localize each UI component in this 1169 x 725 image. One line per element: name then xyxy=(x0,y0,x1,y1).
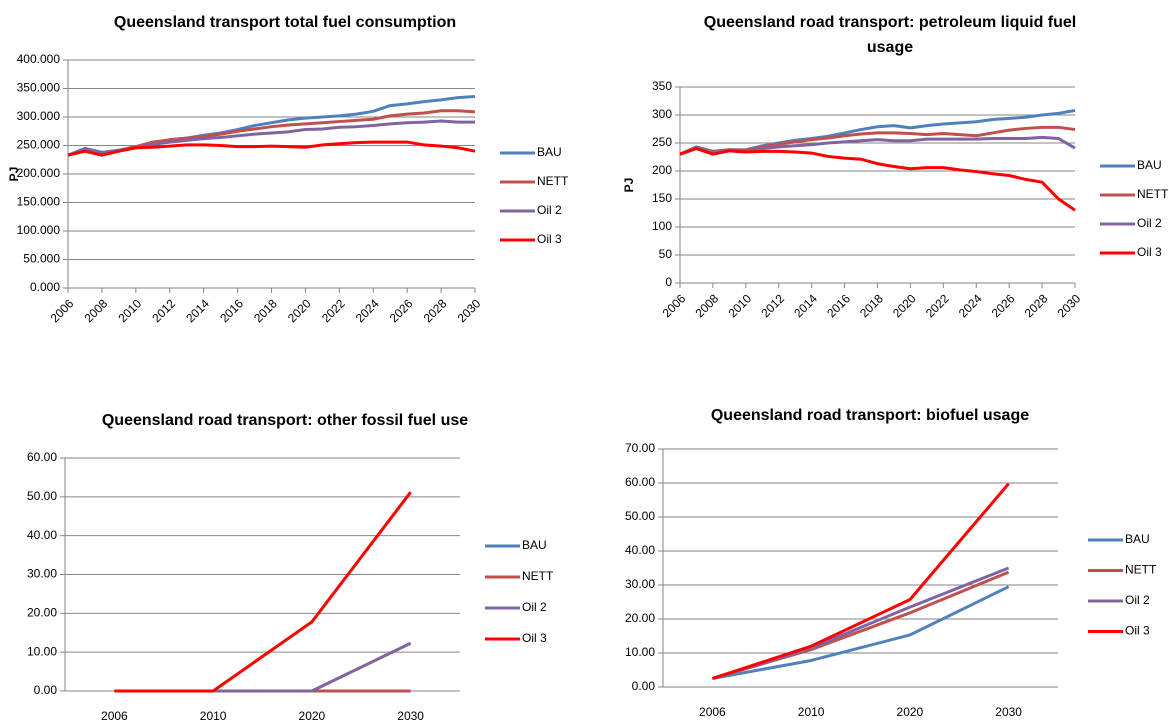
x-tick-label: 2024 xyxy=(956,291,985,320)
series-line xyxy=(114,491,412,693)
series-line xyxy=(679,147,1076,212)
legend-label: BAU xyxy=(1125,532,1150,546)
y-tick-label: 0.000 xyxy=(30,280,60,294)
y-tick-label: 250.000 xyxy=(17,138,61,152)
legend-label: Oil 2 xyxy=(1137,216,1162,230)
x-tick-label: 2014 xyxy=(183,296,212,325)
x-tick-label: 2018 xyxy=(251,296,280,325)
y-tick-label: 50.000 xyxy=(23,252,60,266)
chart-title: Queensland transport total fuel consumpt… xyxy=(113,14,457,31)
y-tick-label: 200.000 xyxy=(17,166,61,180)
chart-title: Queensland road transport: biofuel usage xyxy=(710,407,1030,424)
y-tick-label: 250 xyxy=(652,135,672,149)
legend-label: Oil 3 xyxy=(1125,624,1150,638)
x-tick-label: 2006 xyxy=(101,709,128,723)
y-tick-label: 50 xyxy=(659,247,673,261)
x-tick-label: 2010 xyxy=(798,705,825,719)
legend-label: Oil 3 xyxy=(537,232,562,246)
x-tick-label: 2024 xyxy=(353,296,382,325)
y-tick-label: 10.00 xyxy=(27,644,57,658)
x-tick-label: 2030 xyxy=(455,296,484,325)
x-tick-label: 2010 xyxy=(115,296,144,325)
y-tick-label: 400.000 xyxy=(17,52,61,66)
series-line xyxy=(67,140,476,157)
legend-label: Oil 3 xyxy=(522,631,547,645)
legend-label: BAU xyxy=(537,145,562,159)
legend-label: NETT xyxy=(537,174,569,188)
y-tick-label: 30.00 xyxy=(27,567,57,581)
x-tick-label: 2014 xyxy=(791,291,820,320)
x-tick-label: 2008 xyxy=(692,291,721,320)
x-tick-label: 2020 xyxy=(890,291,919,320)
x-tick-label: 2030 xyxy=(1055,291,1084,320)
x-tick-label: 2030 xyxy=(397,709,424,723)
y-tick-label: 200 xyxy=(652,163,672,177)
series-line xyxy=(712,585,1010,680)
x-tick-label: 2026 xyxy=(989,291,1018,320)
legend-label: Oil 2 xyxy=(1125,593,1150,607)
x-tick-label: 2020 xyxy=(897,705,924,719)
y-tick-label: 350 xyxy=(652,79,672,93)
x-tick-label: 2026 xyxy=(387,296,416,325)
x-tick-label: 2018 xyxy=(857,291,886,320)
x-tick-label: 2010 xyxy=(200,709,227,723)
legend-label: NETT xyxy=(1137,187,1169,201)
x-tick-label: 2020 xyxy=(299,709,326,723)
x-tick-label: 2006 xyxy=(660,291,689,320)
x-tick-label: 2020 xyxy=(285,296,314,325)
y-tick-label: 40.00 xyxy=(27,528,57,542)
x-tick-label: 2010 xyxy=(725,291,754,320)
x-tick-label: 2016 xyxy=(217,296,246,325)
legend-label: Oil 2 xyxy=(537,203,562,217)
y-tick-label: 150 xyxy=(652,191,672,205)
x-tick-label: 2006 xyxy=(699,705,726,719)
x-tick-label: 2028 xyxy=(1022,291,1051,320)
chart-title: Queensland road transport: other fossil … xyxy=(101,412,469,429)
y-axis-title: PJ xyxy=(622,178,636,193)
legend-label: NETT xyxy=(522,569,554,583)
y-tick-label: 100 xyxy=(652,219,672,233)
x-tick-label: 2012 xyxy=(758,291,787,320)
legend-label: BAU xyxy=(1137,158,1162,172)
x-tick-label: 2016 xyxy=(824,291,853,320)
y-tick-label: 0.00 xyxy=(632,679,656,693)
y-tick-label: 60.00 xyxy=(27,450,57,464)
y-tick-label: 0.00 xyxy=(34,683,58,697)
legend-label: Oil 2 xyxy=(522,600,547,614)
legend-label: NETT xyxy=(1125,563,1157,577)
y-tick-label: 150.000 xyxy=(17,195,61,209)
y-tick-label: 20.00 xyxy=(625,611,655,625)
x-tick-label: 2012 xyxy=(149,296,178,325)
legend-label: BAU xyxy=(522,538,547,552)
y-tick-label: 20.00 xyxy=(27,606,57,620)
y-tick-label: 350.000 xyxy=(17,81,61,95)
y-tick-label: 50.00 xyxy=(625,509,655,523)
y-axis-title: PJ xyxy=(7,167,21,182)
x-tick-label: 2022 xyxy=(923,291,952,320)
series-line xyxy=(711,482,1010,680)
x-tick-label: 2006 xyxy=(48,296,77,325)
legend-label: Oil 3 xyxy=(1137,245,1162,259)
y-tick-label: 60.00 xyxy=(625,475,655,489)
y-tick-label: 70.00 xyxy=(625,441,655,455)
x-tick-label: 2008 xyxy=(81,296,110,325)
y-tick-label: 30.00 xyxy=(625,577,655,591)
series-line xyxy=(114,641,412,693)
x-tick-label: 2028 xyxy=(421,296,450,325)
y-tick-label: 50.00 xyxy=(27,489,57,503)
y-tick-label: 300 xyxy=(652,107,672,121)
y-tick-label: 0 xyxy=(665,275,672,289)
y-tick-label: 300.000 xyxy=(17,109,61,123)
y-tick-label: 10.00 xyxy=(625,645,655,659)
y-tick-label: 100.000 xyxy=(17,223,61,237)
y-tick-label: 40.00 xyxy=(625,543,655,557)
x-tick-label: 2030 xyxy=(995,705,1022,719)
chart-title: Queensland road transport: petroleum liq… xyxy=(703,14,1077,56)
x-tick-label: 2022 xyxy=(319,296,348,325)
